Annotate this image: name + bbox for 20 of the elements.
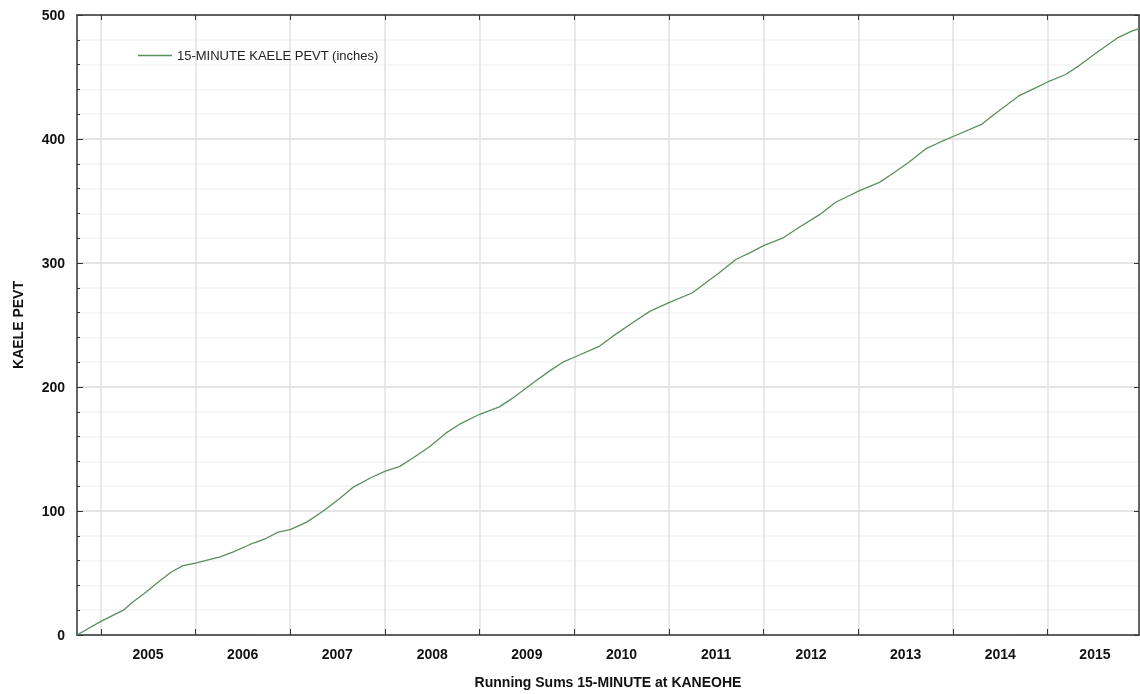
x-tick-label: 2010	[605, 646, 638, 662]
legend-label: 15-MINUTE KAELE PEVT (inches)	[177, 48, 379, 63]
x-tick-label: 2015	[1079, 646, 1111, 662]
x-tick-label: 2005	[132, 646, 164, 662]
y-axis-title: KAELE PEVT	[10, 280, 26, 369]
x-tick-label: 2012	[795, 646, 827, 662]
x-tick-label: 2008	[416, 646, 448, 662]
x-tick-label: 2013	[890, 646, 922, 662]
y-tick-label: 500	[41, 7, 66, 23]
x-tick-label: 2007	[321, 646, 354, 662]
x-axis-title: Running Sums 15-MINUTE at KANEOHE	[474, 674, 742, 690]
y-tick-label: 400	[41, 131, 66, 147]
y-tick-label: 0	[57, 627, 66, 643]
y-tick-label: 200	[41, 379, 66, 395]
y-tick-label: 100	[41, 503, 66, 519]
x-tick-label: 2014	[984, 646, 1017, 662]
y-tick-label: 300	[41, 255, 66, 271]
x-tick-label: 2009	[511, 646, 543, 662]
x-tick-label: 2011	[700, 646, 732, 662]
x-tick-label: 2006	[227, 646, 259, 662]
